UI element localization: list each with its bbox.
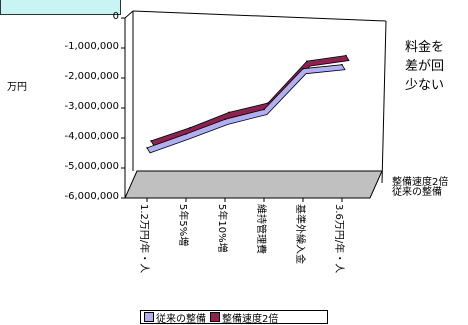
data-point-series-2: [306, 60, 308, 62]
data-point-series-1: [263, 108, 265, 111]
data-point-series-1: [185, 133, 187, 135]
x-tick-label: 基準外繰入金: [294, 204, 305, 264]
x-tick-label: 5年10%増: [216, 204, 227, 253]
y-tick-label: 0: [112, 11, 119, 22]
side-note: 料金を 差が回 少ない: [405, 38, 468, 95]
x-tick-label: 3.6万円/年・人: [333, 204, 344, 274]
data-point-series-2: [267, 102, 269, 104]
y-tick-label: -5,000,000: [64, 161, 119, 172]
y-tick-label: -4,000,000: [64, 131, 119, 142]
x-tick-label: 1.2万円/年・人: [138, 204, 149, 274]
y-axis-depth-line: [124, 10, 134, 19]
legend-swatch-series-2: [210, 312, 220, 322]
data-point-series-2: [228, 111, 230, 114]
depth-label-front: 従来の整備: [392, 187, 442, 198]
legend-item-series-2: 整備速度2倍: [210, 310, 278, 325]
data-point-series-2: [345, 54, 347, 57]
data-point-series-2: [189, 127, 191, 129]
legend-swatch-series-1: [144, 312, 154, 322]
legend-item-series-1: 従来の整備: [144, 310, 206, 325]
depth-label-back: 整備速度2倍: [392, 177, 449, 188]
chart-floor: [124, 170, 383, 199]
side-note-line-3: 少ない: [405, 78, 445, 93]
x-tick-label: 維持管理費: [255, 204, 266, 254]
x-tick-label: 5年5%増: [177, 204, 188, 247]
data-point-series-1: [146, 147, 148, 149]
side-note-line-2: 差が回: [405, 59, 445, 74]
data-point-series-1: [302, 67, 304, 70]
side-note-line-1: 料金を: [405, 40, 445, 55]
legend: 従来の整備 整備速度2倍: [140, 310, 328, 325]
back-wall-right: [381, 20, 387, 184]
legend-label-series-1: 従来の整備: [156, 313, 206, 325]
data-point-series-1: [224, 118, 226, 121]
y-axis-label: 万円: [7, 82, 27, 93]
legend-label-series-2: 整備速度2倍: [222, 313, 279, 325]
y-tick-label: -2,000,000: [64, 71, 119, 82]
y-tick-label: -1,000,000: [64, 41, 119, 52]
data-point-series-1: [341, 63, 343, 66]
data-point-series-2: [150, 140, 152, 142]
y-tick-label: -3,000,000: [64, 101, 119, 112]
title-banner: [0, 0, 121, 15]
y-tick-label: -6,000,000: [64, 191, 119, 202]
back-wall-top: [132, 10, 387, 22]
